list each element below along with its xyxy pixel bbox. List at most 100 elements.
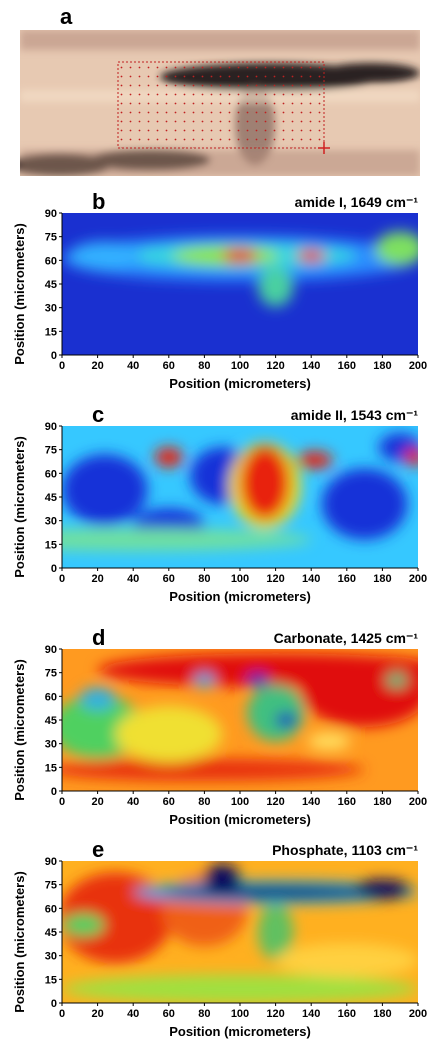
x-tick-label: 80 <box>198 573 210 585</box>
heatmap-field <box>62 653 418 782</box>
heatmap-panel: 0 20 40 60 80 100 120 140 160 180 200 0 15 30 45 60 75 90… <box>12 189 427 391</box>
y-tick-label: 90 <box>45 421 57 433</box>
chart-title: amide I, 1649 cm⁻¹ <box>295 194 419 210</box>
heatmap-blob <box>375 231 418 266</box>
y-axis-label: Position (micrometers) <box>12 659 27 801</box>
x-tick-label: 60 <box>163 360 175 372</box>
y-tick-label: 75 <box>45 880 57 892</box>
y-axis-label: Position (micrometers) <box>12 871 27 1013</box>
heatmap-blob <box>222 248 258 263</box>
heatmap-blob <box>296 249 326 262</box>
y-tick-label: 60 <box>45 468 57 480</box>
x-tick-label: 160 <box>338 1008 356 1020</box>
heatmap-blob <box>307 732 351 750</box>
y-tick-label: 30 <box>45 739 57 751</box>
heatmap-blob <box>296 451 333 469</box>
x-tick-label: 120 <box>266 796 284 808</box>
chart-title: amide II, 1543 cm⁻¹ <box>291 407 419 423</box>
x-tick-label: 140 <box>302 796 320 808</box>
x-tick-label: 80 <box>198 1008 210 1020</box>
microscope-image <box>20 30 420 176</box>
y-tick-label: 15 <box>45 762 57 774</box>
heatmap-blob <box>154 447 184 468</box>
y-tick-label: 60 <box>45 255 57 267</box>
x-tick-label: 120 <box>266 360 284 372</box>
y-tick-label: 30 <box>45 516 57 528</box>
y-tick-label: 15 <box>45 539 57 551</box>
y-tick-label: 75 <box>45 445 57 457</box>
y-tick-label: 15 <box>45 974 57 986</box>
heatmap-blob <box>62 758 365 782</box>
panel-label: a <box>60 4 73 29</box>
y-tick-label: 60 <box>45 691 57 703</box>
heatmap-panel: 0 20 40 60 80 100 120 140 160 180 200 0 15 30 45 60 75 90… <box>12 625 427 827</box>
y-tick-label: 45 <box>45 492 57 504</box>
x-tick-label: 180 <box>373 1008 391 1020</box>
heatmap <box>62 861 418 1003</box>
y-tick-label: 60 <box>45 903 57 915</box>
heatmap-blob <box>69 241 141 270</box>
y-tick-label: 75 <box>45 232 57 244</box>
y-tick-label: 30 <box>45 303 57 315</box>
panel-label: e <box>92 837 104 862</box>
x-tick-label: 60 <box>163 796 175 808</box>
heatmap-blob <box>115 705 223 763</box>
x-tick-label: 20 <box>91 360 103 372</box>
x-tick-label: 80 <box>198 796 210 808</box>
panel-label: c <box>92 402 104 427</box>
y-tick-label: 0 <box>51 563 57 575</box>
heatmap-blob <box>257 903 294 961</box>
heatmap-field <box>62 863 418 1003</box>
heatmap-blob <box>247 673 269 688</box>
x-tick-label: 160 <box>338 796 356 808</box>
x-tick-label: 60 <box>163 573 175 585</box>
heatmap-blob <box>193 673 216 688</box>
x-tick-label: 0 <box>59 796 65 808</box>
x-tick-label: 20 <box>91 1008 103 1020</box>
heatmap-blob <box>300 656 418 728</box>
y-tick-label: 0 <box>51 998 57 1010</box>
heatmap-blob <box>275 712 297 728</box>
x-tick-label: 200 <box>409 573 427 585</box>
x-tick-label: 40 <box>127 796 139 808</box>
x-tick-label: 180 <box>373 796 391 808</box>
x-axis-label: Position (micrometers) <box>169 376 311 391</box>
x-tick-label: 200 <box>409 796 427 808</box>
y-tick-label: 0 <box>51 786 57 798</box>
x-tick-label: 140 <box>302 573 320 585</box>
panel-label: d <box>92 625 105 650</box>
heatmap-blob <box>62 974 418 1003</box>
x-axis-label: Position (micrometers) <box>169 589 311 604</box>
heatmap-blob <box>321 468 408 540</box>
y-tick-label: 0 <box>51 350 57 362</box>
x-tick-label: 20 <box>91 796 103 808</box>
heatmap-blob <box>403 448 418 466</box>
y-tick-label: 90 <box>45 856 57 868</box>
heatmap-blob <box>204 863 240 893</box>
heatmap <box>62 213 418 355</box>
panel-label: b <box>92 189 105 214</box>
heatmap <box>62 649 418 791</box>
heatmap <box>62 426 418 568</box>
y-tick-label: 45 <box>45 927 57 939</box>
x-tick-label: 100 <box>231 573 249 585</box>
chart-title: Carbonate, 1425 cm⁻¹ <box>274 630 419 646</box>
chart-title: Phosphate, 1103 cm⁻¹ <box>272 842 418 858</box>
x-tick-label: 180 <box>373 360 391 372</box>
x-axis-label: Position (micrometers) <box>169 812 311 827</box>
heatmap-blob <box>240 445 290 520</box>
heatmap-blob <box>353 879 411 900</box>
heatmap-field <box>62 433 418 551</box>
x-tick-label: 140 <box>302 360 320 372</box>
x-tick-label: 180 <box>373 573 391 585</box>
heatmap-blob <box>247 684 305 742</box>
x-tick-label: 120 <box>266 1008 284 1020</box>
x-tick-label: 40 <box>127 573 139 585</box>
y-axis-label: Position (micrometers) <box>12 436 27 578</box>
x-tick-label: 160 <box>338 360 356 372</box>
heatmap-panel: 0 20 40 60 80 100 120 140 160 180 200 0 15 30 45 60 75 90… <box>12 402 427 604</box>
x-tick-label: 100 <box>231 360 249 372</box>
heatmap-blob <box>275 943 418 978</box>
x-tick-label: 60 <box>163 1008 175 1020</box>
x-tick-label: 40 <box>127 1008 139 1020</box>
